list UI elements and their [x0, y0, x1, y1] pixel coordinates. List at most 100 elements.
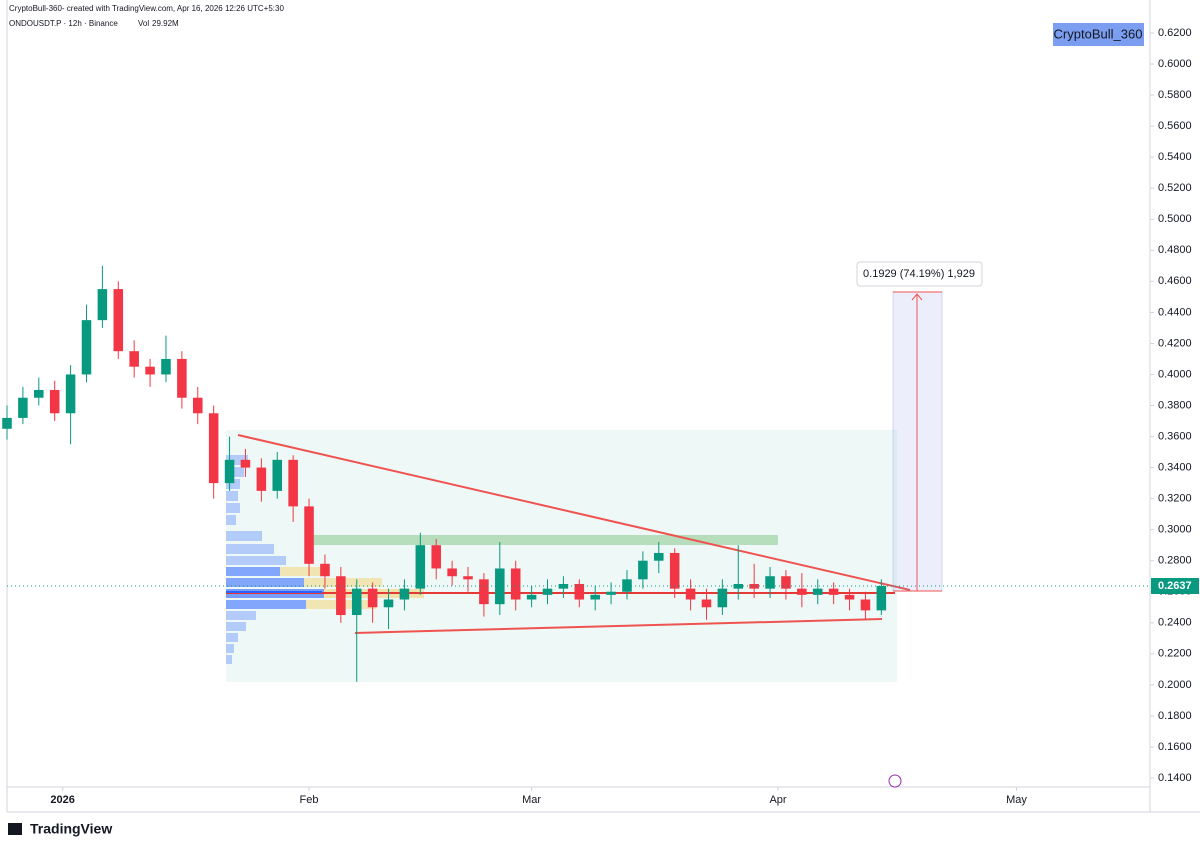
candle-body: [685, 588, 696, 600]
candle-body: [272, 459, 283, 491]
x-tick-label: May: [1006, 794, 1027, 806]
logo-icon: [8, 823, 22, 835]
y-tick-label: 0.2800: [1158, 555, 1192, 567]
candle-body: [828, 588, 839, 595]
candle-body: [304, 506, 314, 564]
y-tick-label: 0.3600: [1158, 430, 1192, 442]
candle-body: [161, 358, 171, 375]
y-tick-label: 0.3000: [1158, 524, 1192, 536]
candle-body: [797, 588, 807, 595]
y-tick-label: 0.1400: [1158, 772, 1192, 784]
candle-body: [765, 576, 775, 589]
candle-body: [638, 560, 648, 580]
measure-label: 0.1929 (74.19%) 1,929: [863, 268, 975, 280]
candle-body: [367, 588, 378, 608]
resistance-band: [305, 535, 778, 545]
y-tick-label: 0.5400: [1158, 151, 1192, 163]
y-tick-label: 0.5200: [1158, 182, 1192, 194]
watermark-box: [1053, 23, 1144, 46]
y-tick-label: 0.5600: [1158, 120, 1192, 132]
candle-body: [18, 397, 28, 418]
candle-body: [733, 583, 744, 589]
y-tick-label: 0.1800: [1158, 710, 1192, 722]
candle-body: [622, 579, 632, 592]
y-tick-label: 0.4200: [1158, 337, 1192, 349]
volume-value: 29.92M: [152, 19, 179, 28]
candle-body: [34, 389, 44, 398]
candle-body: [574, 583, 585, 600]
y-tick-label: 0.2000: [1158, 679, 1192, 691]
y-tick-label: 0.5800: [1158, 89, 1192, 101]
y-tick-label: 0.4800: [1158, 244, 1192, 256]
candle-body: [320, 563, 330, 577]
candle-body: [97, 289, 108, 321]
candle-body: [415, 545, 426, 589]
last-price-box: [1151, 578, 1199, 595]
range-zone: [226, 430, 897, 682]
symbol: ONDOUSDT.P · 12h · Binance: [9, 19, 118, 28]
y-tick-label: 0.4400: [1158, 306, 1192, 318]
candle-body: [860, 599, 871, 611]
candle-body: [351, 588, 362, 616]
candle-body: [336, 576, 346, 616]
candle-body: [129, 351, 139, 367]
watermark: CryptoBull_360: [1054, 26, 1143, 41]
candle-body: [113, 289, 124, 352]
candle-body: [542, 588, 553, 595]
logo: TradingView: [30, 821, 112, 837]
candle-body: [224, 459, 235, 484]
candle-body: [876, 586, 887, 611]
candle-body: [606, 591, 616, 595]
candle-body: [590, 594, 600, 600]
event-icon: [888, 774, 902, 788]
y-tick-label: 0.6200: [1158, 27, 1192, 39]
candle-body: [654, 552, 664, 561]
candle-body: [669, 552, 680, 589]
y-tick-label: 0.5000: [1158, 213, 1192, 225]
y-tick-label: 0.6000: [1158, 58, 1192, 70]
measure-label-box: [856, 261, 983, 287]
credit: CryptoBull-360- created with TradingView…: [9, 4, 284, 13]
y-tick-label: 0.3800: [1158, 399, 1192, 411]
candle-body: [463, 576, 473, 580]
candle-body: [399, 588, 410, 600]
y-tick-label: 0.4600: [1158, 275, 1192, 287]
y-tick-label: 0.2200: [1158, 648, 1192, 660]
volume-label: Vol: [138, 19, 149, 28]
candle-body: [65, 374, 76, 414]
trendline-upper: [237, 434, 911, 591]
candle-body: [749, 583, 759, 589]
candle-body: [383, 599, 394, 608]
candle-body: [510, 568, 521, 600]
y-tick-label: 0.2400: [1158, 617, 1192, 629]
candle-body: [844, 594, 855, 600]
candle-body: [49, 389, 60, 414]
candle-body: [812, 588, 823, 595]
x-tick-label: Mar: [522, 794, 541, 806]
measure-arrowhead: [911, 293, 923, 301]
trendline-lower: [354, 618, 883, 634]
last-price-label: 0.2637: [1158, 580, 1192, 592]
y-tick-label: 0.3400: [1158, 461, 1192, 473]
candle-body: [479, 579, 489, 605]
candle-body: [431, 545, 441, 569]
candle-body: [256, 467, 267, 491]
candle-body: [288, 459, 298, 507]
candle-body: [2, 417, 12, 429]
y-tick-label: 0.4000: [1158, 368, 1192, 380]
candle-body: [81, 320, 92, 375]
candle-body: [240, 459, 251, 468]
candle-body: [192, 397, 203, 414]
candle-body: [781, 576, 791, 589]
candle-body: [717, 588, 728, 608]
candle-body: [447, 568, 457, 577]
candle-body: [526, 594, 537, 600]
x-tick-label: Feb: [300, 794, 319, 806]
candle-body: [177, 358, 187, 398]
candle-body: [208, 413, 219, 484]
candle-body: [145, 366, 155, 375]
x-tick-label: Apr: [769, 794, 786, 806]
